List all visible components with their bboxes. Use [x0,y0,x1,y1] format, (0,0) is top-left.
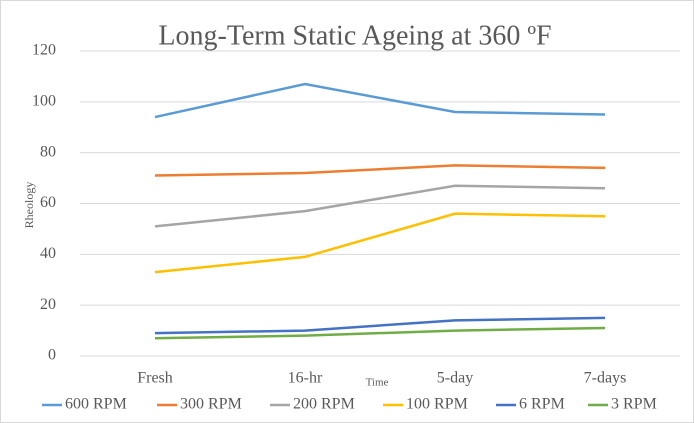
legend-label: 100 RPM [406,396,468,413]
y-tick-label: 20 [40,296,56,313]
series-line [154,326,606,340]
legend-label: 6 RPM [519,396,565,413]
legend-label: 600 RPM [65,396,127,413]
y-tick-label: 60 [40,194,56,211]
series-line [154,212,606,274]
series-line [154,164,606,177]
x-axis-label: Time [366,377,389,389]
y-tick-label: 120 [32,42,56,59]
chart-title: Long-Term Static Ageing at 360 ºF [158,20,551,51]
x-tick-label: 16-hr [288,370,323,387]
y-tick-label: 0 [48,347,56,364]
y-tick-label: 40 [40,245,56,262]
legend-label: 300 RPM [180,396,242,413]
series-line [154,82,606,119]
series-line [154,316,606,335]
x-tick-label: Fresh [137,370,173,387]
x-tick-label: 5-day [437,370,473,387]
legend-label: 200 RPM [293,396,355,413]
x-tick-label: 7-days [584,370,627,387]
y-axis-label: Rheology [22,182,36,229]
series-line [154,184,606,228]
legend-label: 3 RPM [611,396,657,413]
y-tick-label: 80 [40,143,56,160]
y-tick-label: 100 [32,93,56,110]
